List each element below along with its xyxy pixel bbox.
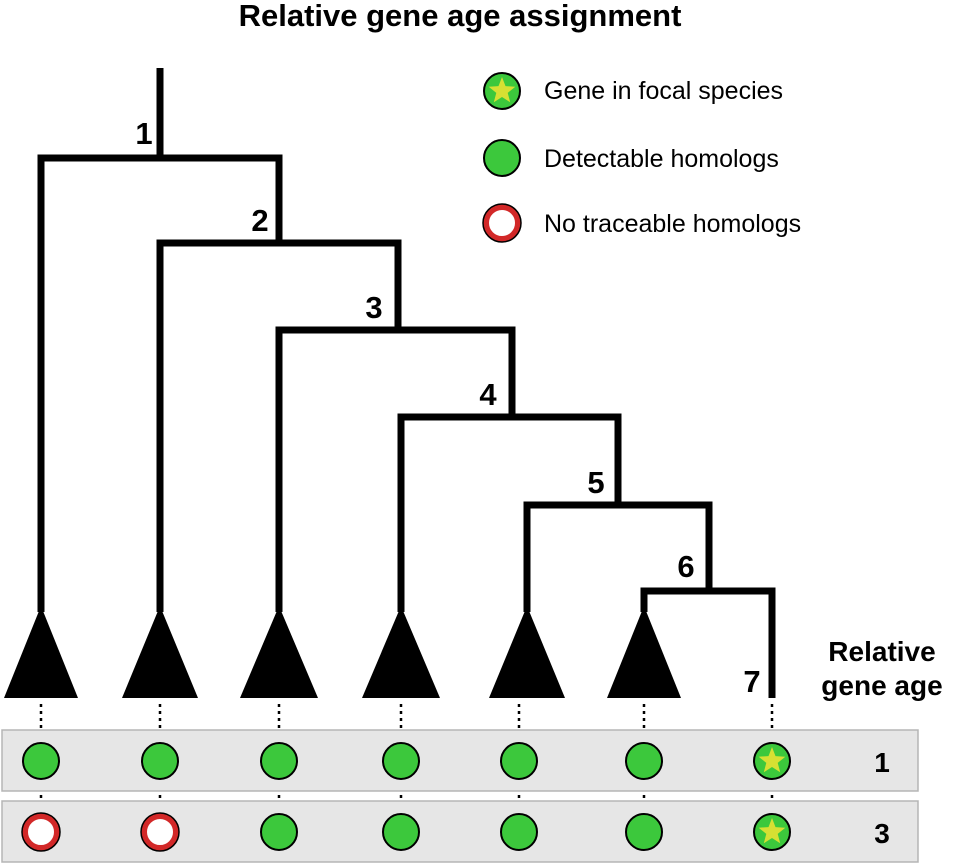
legend-detect-icon <box>483 139 521 177</box>
clade-3-bracket <box>275 326 516 612</box>
node-label-4: 4 <box>479 377 497 412</box>
row-1-cell-4-detect-icon <box>382 742 420 780</box>
legend-detectable-symbol <box>483 139 521 177</box>
clade-triangle-5 <box>489 606 565 698</box>
row-1-cell-7-focal-icon <box>753 742 791 780</box>
legend-label-focal: Gene in focal species <box>544 77 783 105</box>
row-1-cell-6-detect-icon <box>625 742 663 780</box>
clade-2-bracket <box>156 239 402 612</box>
row-2-age: 3 <box>874 818 890 849</box>
relative-age-header-line1: Relative <box>828 636 935 667</box>
node-label-6: 6 <box>677 549 694 584</box>
row-1-cell-2-detect-icon <box>141 742 179 780</box>
row-1-cell-1-detect-icon <box>22 742 60 780</box>
phylogenetic-tree: 1 2 3 4 5 6 7 <box>4 68 776 699</box>
legend-none-icon <box>482 203 522 243</box>
clade-triangle-1 <box>4 606 78 698</box>
row-2-cell-1-none-icon <box>21 812 61 852</box>
node-label-3: 3 <box>365 290 382 325</box>
row-2-cell-3-detect-icon <box>260 813 298 851</box>
legend-focal-symbol <box>483 72 521 110</box>
clade-5-bracket <box>523 501 713 612</box>
legend-focal-icon <box>483 72 521 110</box>
node-label-2: 2 <box>251 203 268 238</box>
homolog-status-cells <box>21 742 791 852</box>
node-label-5: 5 <box>587 465 604 500</box>
star-icon <box>758 747 786 773</box>
diagram-title: Relative gene age assignment <box>239 0 682 33</box>
node-label-7: 7 <box>743 664 760 699</box>
row-1-cell-5-detect-icon <box>500 742 538 780</box>
legend-none-symbol <box>482 203 522 243</box>
row-1-cell-3-detect-icon <box>260 742 298 780</box>
clade-triangle-3 <box>240 606 318 698</box>
row-2-cell-7-focal-icon <box>753 813 791 851</box>
star-icon <box>488 77 516 103</box>
node-label-1: 1 <box>135 116 152 151</box>
clade-4-bracket <box>397 413 622 612</box>
legend-label-none: No traceable homologs <box>544 210 801 238</box>
relative-age-header-line2: gene age <box>821 670 942 701</box>
star-icon <box>758 818 786 844</box>
row-2-cell-2-none-icon <box>140 812 180 852</box>
row-2-cell-4-detect-icon <box>382 813 420 851</box>
clade-triangle-6 <box>607 606 681 698</box>
clade-6-bracket <box>640 587 776 698</box>
row-1-age: 1 <box>874 747 890 778</box>
legend-label-detectable: Detectable homologs <box>544 145 779 173</box>
clade-1-bracket <box>37 154 283 612</box>
legend: Gene in focal species Detectable homolog… <box>482 72 801 243</box>
row-2-cell-6-detect-icon <box>625 813 663 851</box>
row-2-cell-5-detect-icon <box>500 813 538 851</box>
clade-triangle-4 <box>362 606 440 698</box>
clade-triangle-2 <box>122 606 198 698</box>
